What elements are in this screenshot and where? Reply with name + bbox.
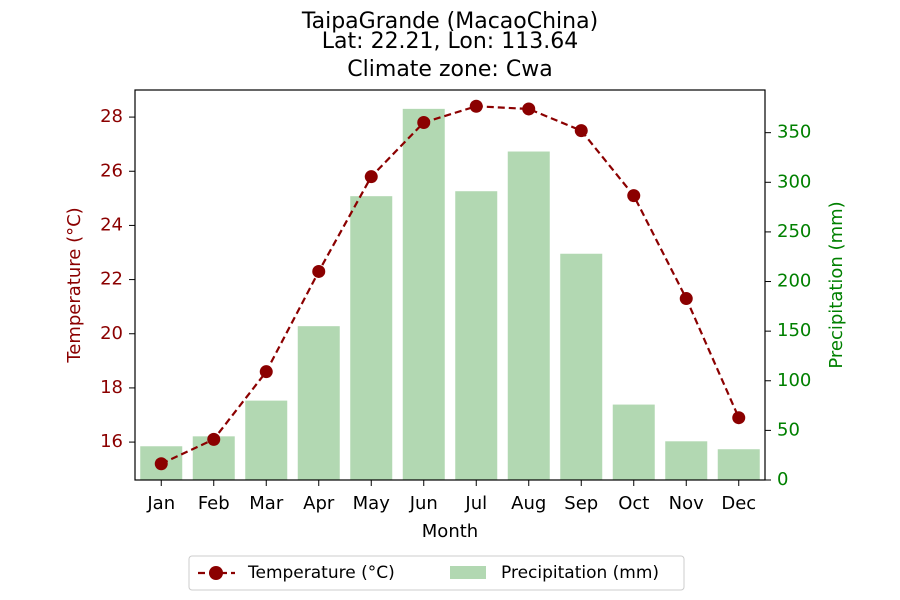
month-tick-label-aug: Aug xyxy=(511,493,546,514)
month-tick-label-sep: Sep xyxy=(564,493,598,514)
temperature-point-jun xyxy=(417,116,431,129)
precipitation-axis-ticks: 0 50 100 150 200 250 300 350 xyxy=(765,122,811,490)
precipitation-bar-dec xyxy=(717,449,760,480)
legend-frame xyxy=(188,555,685,591)
precipitation-tick-label: 300 xyxy=(777,171,811,192)
temperature-axis-ticks: 16 18 20 22 24 26 28 xyxy=(100,106,135,452)
precipitation-tick-label: 200 xyxy=(777,271,811,292)
precipitation-tick-label: 50 xyxy=(777,419,800,440)
temperature-point-dec xyxy=(732,411,746,425)
chart-title: TaipaGrande (MacaoChina) xyxy=(301,9,598,34)
legend-temperature-label: Temperature (°C) xyxy=(247,563,395,583)
precipitation-tick-label: 350 xyxy=(777,122,811,143)
temperature-axis-label: Temperature (°C) xyxy=(64,207,85,363)
temperature-point-oct xyxy=(627,189,641,203)
x-axis-label: Month xyxy=(422,521,478,542)
precipitation-tick-label: 150 xyxy=(777,320,811,341)
month-tick-label-feb: Feb xyxy=(198,493,230,514)
precipitation-bar-jul xyxy=(455,191,498,480)
temperature-tick-label: 24 xyxy=(100,214,123,235)
temperature-point-sep xyxy=(574,124,588,138)
precipitation-axis-label: Precipitation (mm) xyxy=(826,201,847,368)
temperature-series xyxy=(154,99,746,471)
chart-subtitle-climate-zone: Climate zone: Cwa xyxy=(347,57,552,82)
month-tick-label-jan: Jan xyxy=(146,493,175,514)
month-tick-label-jul: Jul xyxy=(464,493,487,514)
legend-precipitation-swatch xyxy=(450,566,486,579)
month-tick-label-jun: Jun xyxy=(409,493,438,514)
temperature-point-may xyxy=(364,170,378,184)
temperature-line xyxy=(160,105,740,465)
legend-temperature-swatch-marker xyxy=(209,566,223,580)
precipitation-bar-jun xyxy=(402,108,445,480)
chart-subtitle-coordinates: Lat: 22.21, Lon: 113.64 xyxy=(322,29,578,54)
precipitation-bar-sep xyxy=(560,253,603,480)
temperature-tick-label: 26 xyxy=(100,160,123,181)
precipitation-tick-label: 100 xyxy=(777,370,811,391)
precipitation-tick-label: 250 xyxy=(777,221,811,242)
temperature-point-jan xyxy=(154,457,168,471)
plot-frame xyxy=(134,89,766,481)
temperature-tick-label: 28 xyxy=(100,106,123,127)
temperature-point-aug xyxy=(522,102,536,116)
month-tick-label-nov: Nov xyxy=(669,493,704,514)
precipitation-bar-apr xyxy=(297,326,340,480)
temperature-tick-label: 22 xyxy=(100,269,123,290)
temperature-tick-label: 16 xyxy=(100,431,123,452)
month-tick-label-oct: Oct xyxy=(618,493,649,514)
precipitation-tick-label: 0 xyxy=(777,469,788,490)
month-axis-ticks: Jan Feb Mar Apr May Jun Jul Aug Sep Oct Nov Dec xyxy=(146,480,756,514)
temperature-point-apr xyxy=(312,264,326,278)
precipitation-bar-oct xyxy=(612,404,655,480)
temperature-tick-label: 18 xyxy=(100,377,123,398)
temperature-tick-label: 20 xyxy=(100,323,123,344)
precipitation-bar-mar xyxy=(245,400,288,480)
precipitation-bar-aug xyxy=(507,151,550,480)
legend: Temperature (°C) Precipitation (mm) xyxy=(188,555,685,591)
legend-precipitation-label: Precipitation (mm) xyxy=(501,563,659,583)
month-tick-label-mar: Mar xyxy=(249,493,284,514)
precipitation-bar-nov xyxy=(665,441,708,480)
precipitation-bar-may xyxy=(350,196,393,480)
precipitation-bars xyxy=(140,108,760,480)
temperature-point-feb xyxy=(207,432,221,446)
temperature-point-mar xyxy=(259,365,273,379)
temperature-point-nov xyxy=(679,292,693,306)
month-tick-label-dec: Dec xyxy=(721,493,756,514)
month-tick-label-may: May xyxy=(353,493,391,514)
month-tick-label-apr: Apr xyxy=(303,493,335,514)
temperature-point-jul xyxy=(469,99,483,113)
